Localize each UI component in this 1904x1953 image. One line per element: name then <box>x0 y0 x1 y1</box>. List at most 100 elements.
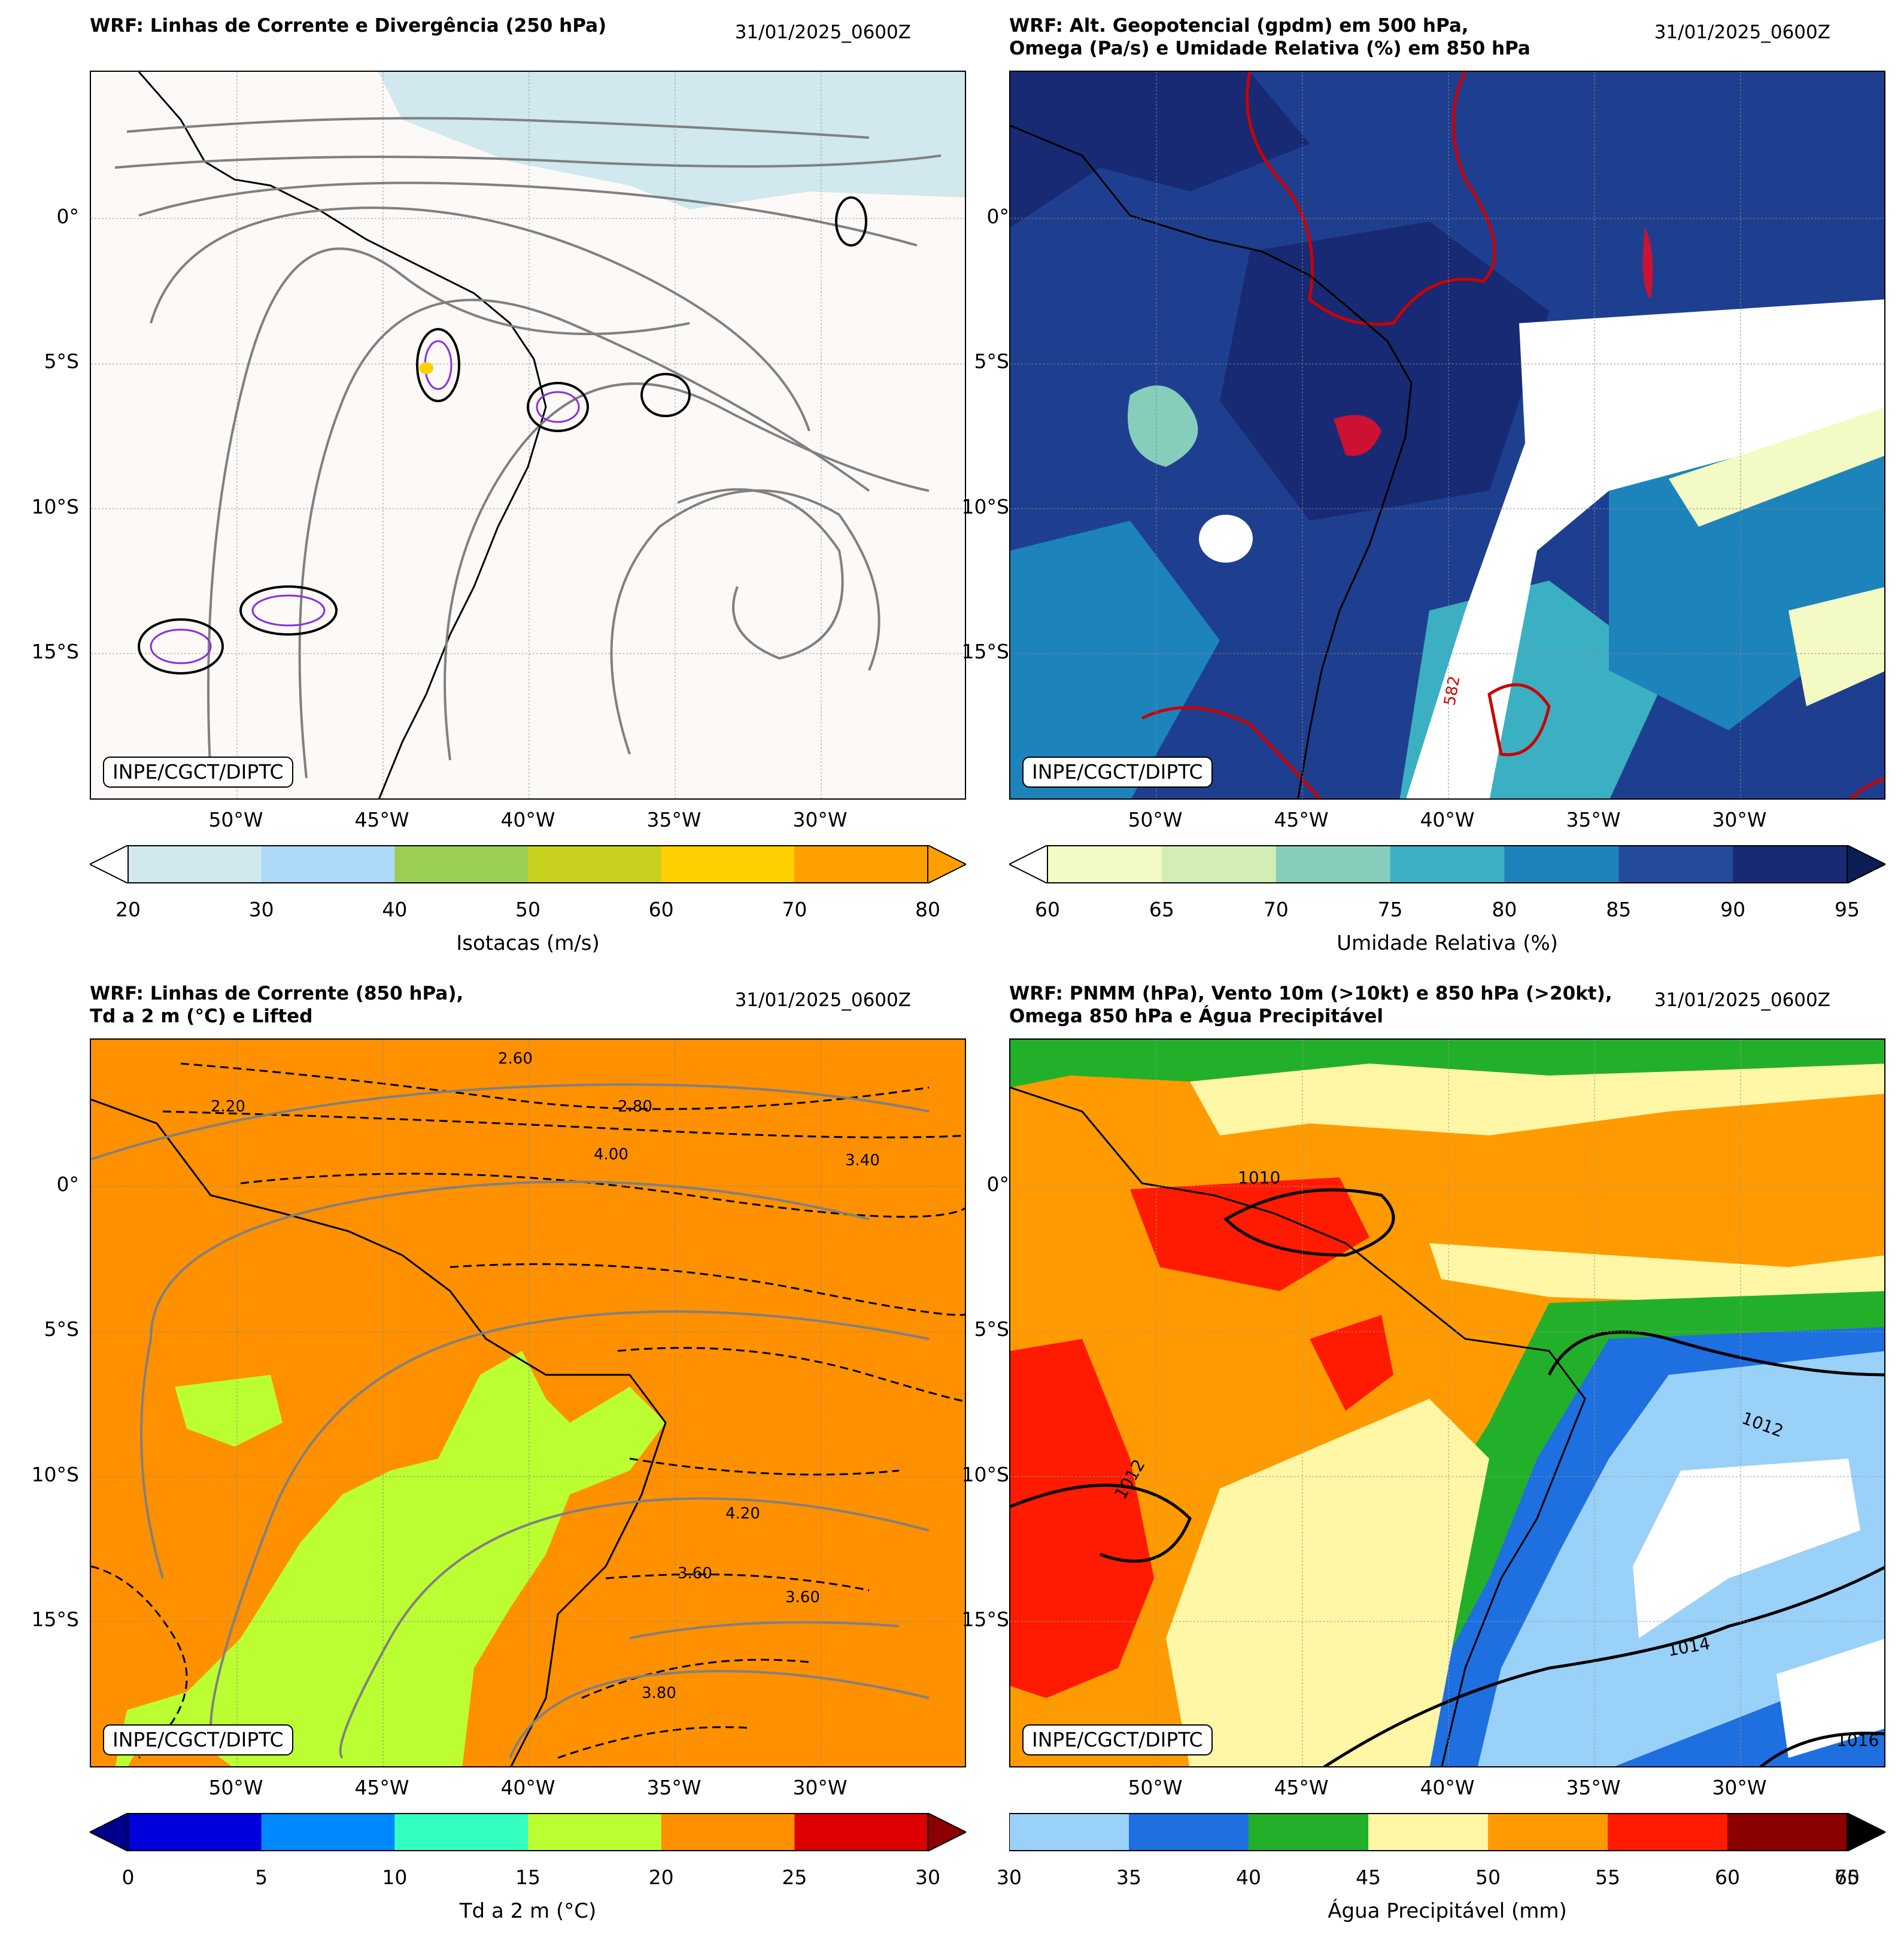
colorbar-frame <box>127 845 928 883</box>
colorbar-segment <box>1390 845 1505 883</box>
lon-label: 50°W <box>208 1776 263 1799</box>
panel-title: WRF: Alt. Geopotencial (gpdm) em 500 hPa… <box>1009 15 1531 59</box>
contour-label: 2.60 <box>498 1050 533 1068</box>
colorbar-tick-label: 95 <box>1835 898 1860 921</box>
lon-label: 45°W <box>1274 808 1329 831</box>
colorbar <box>1009 1813 1885 1851</box>
contour-label: 2.80 <box>618 1098 652 1116</box>
panel-mslp-wind-pw: WRF: PNMM (hPa), Vento 10m (>10kt) e 850… <box>919 968 1885 1944</box>
colorbar-frame <box>1009 1813 1848 1851</box>
isobar-label: 1010 <box>1238 1168 1280 1187</box>
lon-label: 40°W <box>1420 808 1475 831</box>
lat-label: 0° <box>56 1173 80 1196</box>
lon-label: 30°W <box>792 1776 848 1799</box>
lat-label: 15°S <box>31 640 79 663</box>
lat-label: 15°S <box>961 1608 1009 1631</box>
lon-label: 35°W <box>646 1776 702 1799</box>
lat-label: 15°S <box>31 1608 79 1631</box>
colorbar-segment <box>1368 1813 1489 1851</box>
colorbar-extend-high <box>1847 1813 1885 1851</box>
colorbar-segment <box>1488 1813 1608 1851</box>
lat-label: 5°S <box>44 350 79 373</box>
lon-label: 45°W <box>354 1776 409 1799</box>
colorbar-tick-label: 25 <box>782 1866 807 1889</box>
panel-title: WRF: Linhas de Corrente (850 hPa), Td a … <box>90 983 464 1027</box>
lat-label: 10°S <box>31 1463 79 1486</box>
panel-geopotential-omega-rh: WRF: Alt. Geopotencial (gpdm) em 500 hPa… <box>919 0 1885 976</box>
map-area[interactable]: 2.60 2.80 4.00 3.40 3.60 3.60 3.80 4.20 … <box>90 1038 966 1767</box>
colorbar-segment <box>394 1813 529 1851</box>
colorbar-tick-label: 65 <box>1835 1866 1860 1889</box>
lon-label: 45°W <box>354 808 409 831</box>
colorbar-segment <box>261 1813 395 1851</box>
panel-title: WRF: Linhas de Corrente e Divergência (2… <box>90 15 607 37</box>
colorbar-extend-high <box>1847 845 1885 883</box>
lon-label: 30°W <box>792 808 848 831</box>
panel-streamlines-250hpa: WRF: Linhas de Corrente e Divergência (2… <box>0 0 966 976</box>
colorbar-tick-label: 80 <box>915 898 940 921</box>
colorbar-tick-label: 60 <box>1035 898 1060 921</box>
colorbar-segment <box>1249 1813 1369 1851</box>
colorbar-tick-label: 55 <box>1595 1866 1620 1889</box>
colorbar-label: Água Precipitável (mm) <box>1328 1899 1567 1923</box>
credit-badge: INPE/CGCT/DIPTC <box>103 757 293 788</box>
colorbar-tick-label: 5 <box>255 1866 268 1889</box>
colorbar-segment <box>528 1813 662 1851</box>
panel-title: WRF: PNMM (hPa), Vento 10m (>10kt) e 850… <box>1009 983 1613 1027</box>
colorbar-tick-label: 15 <box>515 1866 540 1889</box>
colorbar-tick-label: 0 <box>122 1866 135 1889</box>
lat-label: 5°S <box>44 1317 79 1341</box>
lat-label: 5°S <box>974 350 1009 373</box>
colorbar-label: Umidade Relativa (%) <box>1337 931 1558 955</box>
colorbar-tick-label: 90 <box>1720 898 1746 921</box>
colorbar-tick-label: 10 <box>382 1866 408 1889</box>
colorbar-tick-label: 40 <box>1236 1866 1261 1889</box>
lat-label: 10°S <box>31 495 79 518</box>
colorbar-segment <box>1618 845 1733 883</box>
colorbar-tick-label: 50 <box>1475 1866 1501 1889</box>
colorbar-frame <box>127 1813 928 1851</box>
lat-label: 5°S <box>974 1317 1009 1341</box>
colorbar-tick-label: 75 <box>1377 898 1403 921</box>
map-area[interactable]: 582 INPE/CGCT/DIPTC <box>1009 71 1885 800</box>
credit-badge: INPE/CGCT/DIPTC <box>1022 757 1213 788</box>
colorbar-segment <box>1129 1813 1249 1851</box>
contour-label: 2.20 <box>211 1098 245 1116</box>
map-area[interactable]: 1010 1012 1012 1014 1016 INPE/CGCT/DIPTC <box>1009 1038 1885 1767</box>
colorbar-tick-label: 40 <box>382 898 408 921</box>
lat-label: 15°S <box>961 640 1009 663</box>
lat-label: 10°S <box>961 1463 1009 1486</box>
contour-label: 4.20 <box>725 1505 760 1523</box>
map-area[interactable]: INPE/CGCT/DIPTC <box>90 71 966 800</box>
colorbar-tick-label: 70 <box>1835 1866 1860 1889</box>
colorbar-extend-low <box>90 1813 129 1851</box>
colorbar-segment <box>1161 845 1277 883</box>
colorbar-tick-label: 30 <box>997 1866 1022 1889</box>
credit-badge: INPE/CGCT/DIPTC <box>103 1724 293 1755</box>
colorbar-segment <box>528 845 662 883</box>
lon-label: 45°W <box>1274 1776 1329 1799</box>
contour-label: 4.00 <box>594 1146 628 1164</box>
colorbar-segment <box>261 845 395 883</box>
lon-label: 50°W <box>1128 808 1183 831</box>
colorbar-tick-label: 50 <box>515 898 540 921</box>
lat-label: 0° <box>986 1173 1010 1196</box>
contour-label: 3.40 <box>845 1152 880 1170</box>
colorbar-tick-label: 70 <box>1263 898 1289 921</box>
lon-label: 50°W <box>1128 1776 1183 1799</box>
lon-label: 40°W <box>500 1776 555 1799</box>
lon-label: 35°W <box>646 808 702 831</box>
colorbar-label: Td a 2 m (°C) <box>459 1899 597 1923</box>
colorbar-tick-label: 30 <box>248 898 274 921</box>
colorbar-tick-label: 60 <box>1715 1866 1740 1889</box>
colorbar-segment <box>1276 845 1391 883</box>
lon-label: 35°W <box>1566 1776 1621 1799</box>
colorbar-segment <box>1504 845 1619 883</box>
colorbar-segment <box>394 845 529 883</box>
contour-label: 3.60 <box>678 1565 712 1583</box>
lon-label: 30°W <box>1712 808 1767 831</box>
isobar-label: 1016 <box>1836 1730 1879 1750</box>
panel-date: 31/01/2025_0600Z <box>1654 989 1830 1011</box>
colorbar-tick-label: 45 <box>1356 1866 1381 1889</box>
colorbar <box>90 1813 966 1851</box>
